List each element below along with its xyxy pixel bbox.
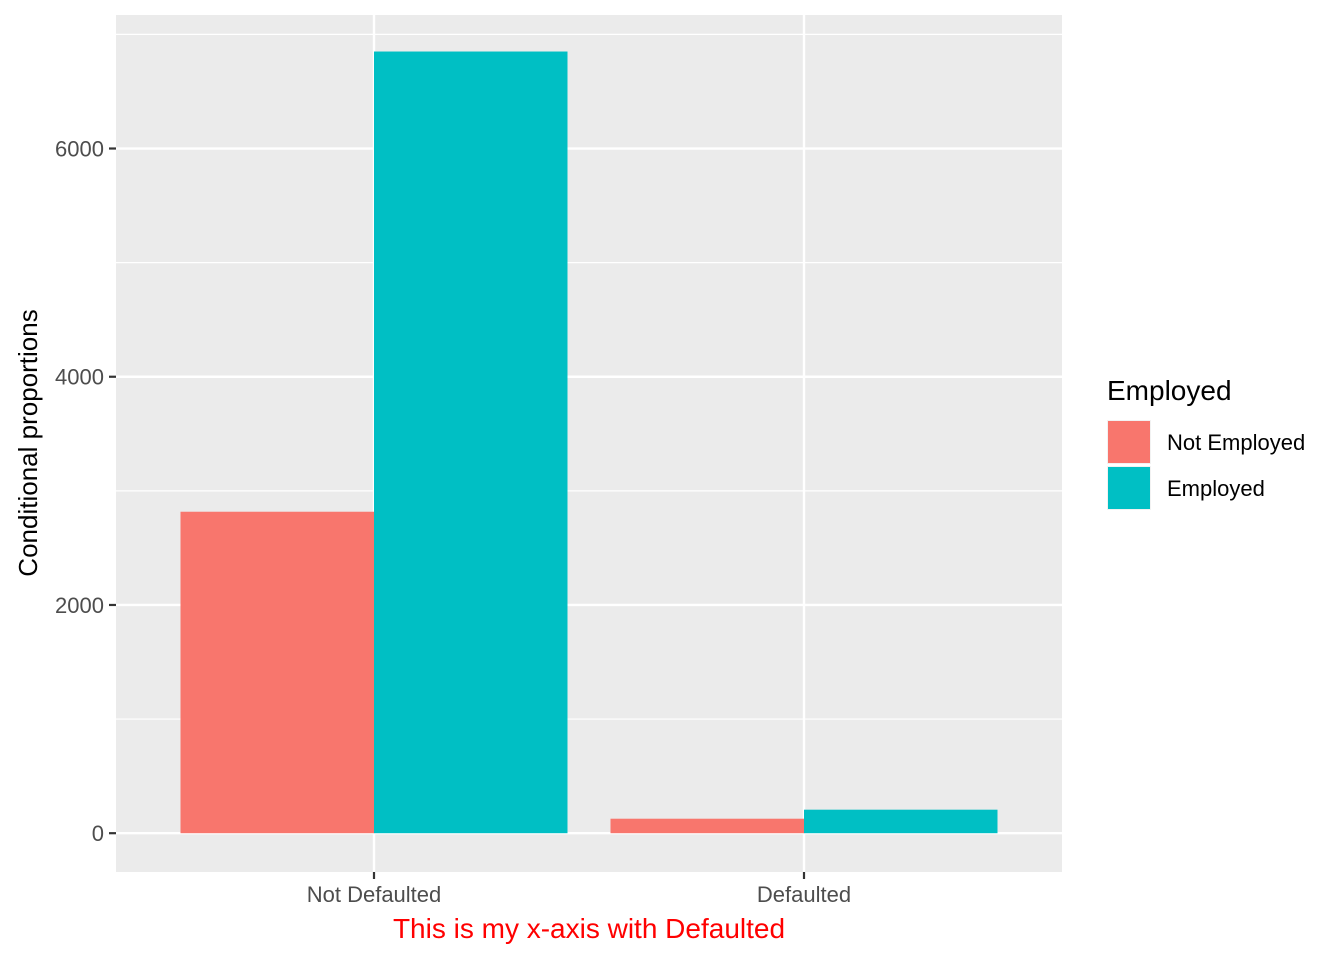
bars bbox=[180, 51, 998, 834]
axes: 0 2000 4000 6000 Not Defaulted Defaulted bbox=[55, 137, 851, 907]
bar-not-employed-not-defaulted bbox=[180, 511, 374, 834]
legend-label-employed: Employed bbox=[1167, 476, 1265, 501]
bar-employed-defaulted bbox=[804, 809, 998, 834]
y-tick-label: 6000 bbox=[55, 137, 104, 162]
legend-swatch-not-employed bbox=[1108, 421, 1150, 463]
bar-employed-not-defaulted bbox=[374, 51, 568, 834]
y-tick-label: 2000 bbox=[55, 593, 104, 618]
legend-swatch-employed bbox=[1108, 467, 1150, 509]
legend: Employed Not Employed Employed bbox=[1107, 375, 1305, 510]
y-tick-label: 0 bbox=[92, 821, 104, 846]
y-axis-title: Conditional proportions bbox=[13, 309, 43, 576]
x-tick-label: Defaulted bbox=[757, 882, 851, 907]
x-axis-title: This is my x-axis with Defaulted bbox=[393, 913, 785, 944]
x-tick-label: Not Defaulted bbox=[307, 882, 442, 907]
legend-label-not-employed: Not Employed bbox=[1167, 430, 1305, 455]
legend-title: Employed bbox=[1107, 375, 1232, 406]
bar-not-employed-defaulted bbox=[610, 818, 804, 834]
y-tick-label: 4000 bbox=[55, 365, 104, 390]
